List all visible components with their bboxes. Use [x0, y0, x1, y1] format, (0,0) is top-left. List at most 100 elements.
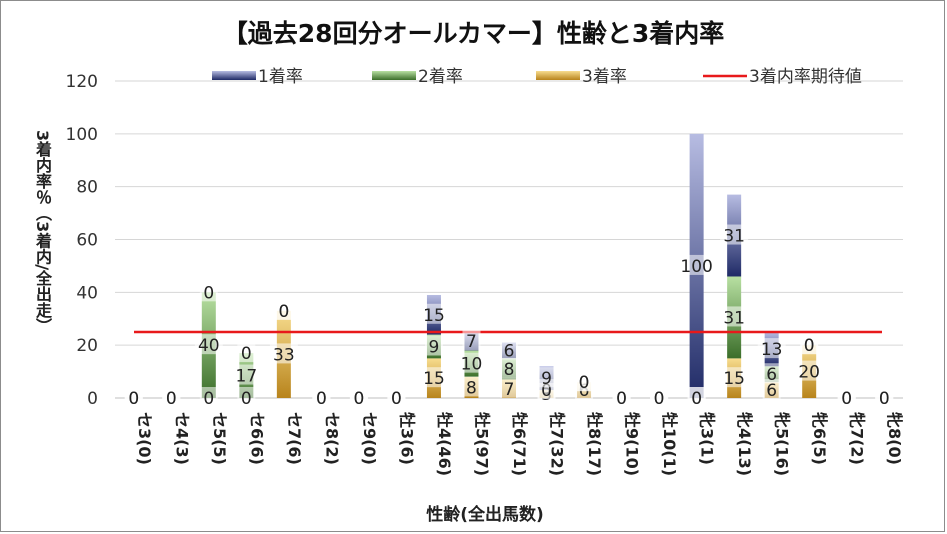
legend-swatch — [536, 71, 580, 80]
data-label: 0 — [278, 302, 289, 322]
data-label: 0 — [541, 381, 552, 401]
x-tick-label: 牝4(13) — [735, 412, 754, 476]
data-label-bg — [462, 376, 481, 397]
data-label: 0 — [391, 389, 402, 409]
legend-swatch — [212, 71, 256, 80]
legend-label: 2着率 — [418, 67, 463, 87]
data-label-bg — [500, 339, 518, 360]
data-label-bg — [720, 367, 749, 388]
data-label-bg — [237, 342, 256, 363]
legend-label: 3着内率期待値 — [749, 67, 862, 87]
data-label-bg — [419, 303, 448, 324]
data-label-bg — [762, 363, 781, 384]
data-label: 0 — [203, 389, 214, 409]
data-label: 15 — [723, 369, 745, 389]
data-label: 6 — [766, 365, 777, 385]
x-tick-label: 牡3(6) — [397, 412, 416, 465]
data-label-bg — [500, 377, 518, 398]
x-tick-label: セ9(0) — [360, 412, 379, 465]
data-label: 0 — [241, 389, 252, 409]
y-tick-label: 40 — [76, 283, 98, 303]
data-label: 31 — [723, 308, 745, 328]
y-tick-label: 120 — [66, 72, 98, 92]
data-label-bg — [237, 387, 256, 407]
data-label-bg — [762, 379, 781, 400]
data-label-bg — [720, 306, 749, 327]
x-tick-label: セ3(0) — [135, 412, 154, 465]
data-label-bg — [419, 367, 448, 388]
data-label-bg — [795, 360, 824, 381]
legend: 1着率 2着率 3着率 3着内率期待値 — [212, 67, 862, 87]
data-label: 31 — [723, 227, 745, 247]
data-label-bg — [194, 334, 223, 355]
x-tick-label: 牝5(16) — [773, 412, 792, 476]
data-label-bg — [800, 334, 819, 355]
data-label: 8 — [466, 378, 477, 398]
data-label-bg — [349, 387, 368, 407]
x-tick-label: セ7(6) — [285, 412, 304, 465]
data-label-bg — [875, 387, 894, 407]
data-label: 15 — [423, 369, 445, 389]
data-label-bg — [650, 387, 669, 407]
x-tick-label: 牝8(0) — [885, 412, 904, 465]
data-label: 0 — [316, 389, 327, 409]
y-tick-label: 80 — [76, 178, 98, 198]
x-tick-label: 牡4(46) — [435, 412, 454, 476]
y-axis-title: 3着内率％（3着内/全出走） — [33, 130, 52, 335]
data-label: 0 — [616, 389, 627, 409]
data-label: 0 — [691, 389, 702, 409]
x-tick-label: 牝6(5) — [810, 412, 829, 465]
data-label: 9 — [429, 337, 440, 357]
x-tick-label: 牡9(10) — [623, 412, 642, 476]
data-label: 0 — [353, 389, 364, 409]
data-label-bg — [612, 387, 631, 407]
data-label-bg — [124, 387, 143, 407]
legend-label: 3着率 — [582, 67, 627, 87]
x-tick-label: セ5(5) — [210, 412, 229, 465]
data-label-bg — [837, 387, 856, 407]
data-label: 6 — [766, 381, 777, 401]
data-label-bg — [757, 338, 786, 359]
data-label: 10 — [461, 355, 483, 375]
x-tick-label: セ8(2) — [322, 412, 341, 465]
data-label: 7 — [466, 332, 477, 352]
x-tick-label: セ6(6) — [247, 412, 266, 465]
data-label: 0 — [166, 389, 177, 409]
data-label-bg — [687, 387, 706, 407]
legend-label: 1着率 — [258, 67, 303, 87]
data-labels: 0000000400017033000000000001591581077863… — [124, 224, 894, 409]
x-tick-label: 牝3(1) — [698, 412, 717, 465]
data-label-bg — [199, 387, 218, 407]
x-tick-label: 牝7(2) — [848, 412, 867, 465]
data-label: 0 — [654, 389, 665, 409]
x-tick-label: 牡8(17) — [585, 412, 604, 476]
data-label-bg — [720, 224, 749, 245]
data-label-bg — [424, 335, 443, 356]
data-label: 15 — [423, 306, 445, 326]
data-label: 8 — [504, 360, 515, 380]
data-label: 0 — [579, 373, 590, 393]
data-label: 0 — [241, 344, 252, 364]
y-tick-label: 20 — [76, 336, 98, 356]
x-tick-label: 牡6(71) — [510, 412, 529, 476]
data-label: 13 — [761, 340, 783, 360]
data-label: 0 — [804, 336, 815, 356]
data-label-bg — [457, 352, 486, 373]
data-label-bg — [232, 364, 261, 385]
x-tick-label: セ4(3) — [172, 412, 191, 465]
data-label: 33 — [273, 345, 295, 365]
data-label: 0 — [203, 283, 214, 303]
data-label: 0 — [841, 389, 852, 409]
data-label-bg — [575, 371, 594, 392]
data-label-bg — [274, 299, 293, 320]
data-label-bg — [387, 387, 406, 407]
data-label-bg — [269, 343, 298, 364]
legend-swatch — [372, 71, 416, 80]
x-tick-label: 牡10(1) — [660, 412, 679, 476]
data-label-bg — [199, 281, 218, 302]
y-tick-label: 60 — [76, 231, 98, 251]
data-label: 6 — [504, 341, 515, 361]
